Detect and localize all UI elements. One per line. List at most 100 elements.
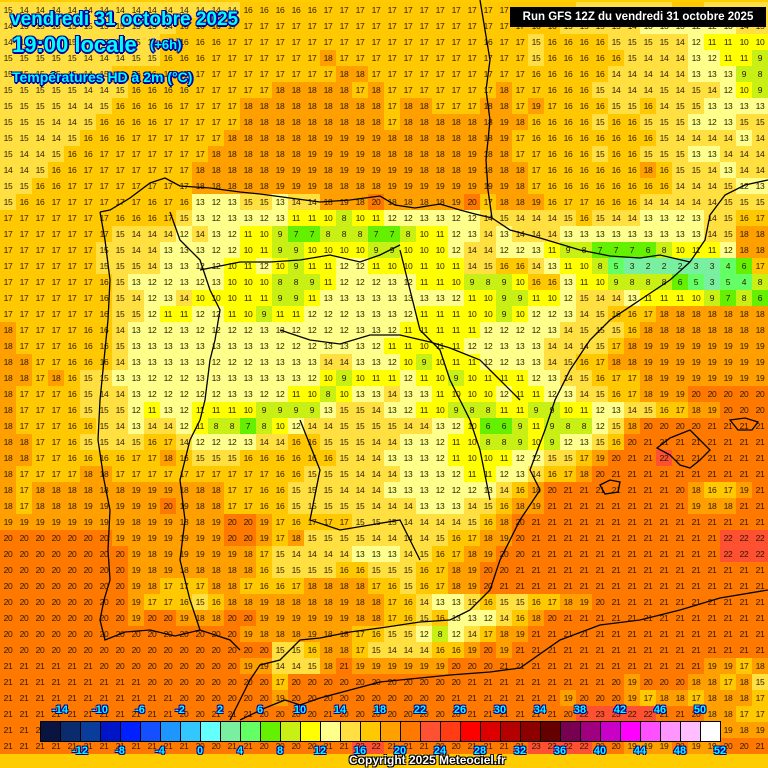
temperature-cell: 10 — [736, 82, 752, 98]
temperature-cell: 19 — [304, 146, 320, 162]
temperature-cell: 18 — [480, 114, 496, 130]
temperature-cell: 17 — [80, 242, 96, 258]
temperature-cell: 17 — [496, 2, 512, 18]
temperature-cell: 15 — [688, 98, 704, 114]
temperature-cell: 18 — [256, 130, 272, 146]
temperature-cell: 12 — [192, 306, 208, 322]
temperature-cell: 17 — [256, 18, 272, 34]
temperature-cell: 18 — [704, 306, 720, 322]
temperature-cell: 17 — [160, 162, 176, 178]
temperature-cell: 17 — [224, 82, 240, 98]
temperature-cell: 10 — [304, 242, 320, 258]
temperature-cell: 15 — [32, 162, 48, 178]
temperature-cell: 17 — [416, 2, 432, 18]
temperature-cell: 7 — [608, 242, 624, 258]
temperature-cell: 8 — [288, 274, 304, 290]
temperature-cell: 17 — [496, 34, 512, 50]
temperature-cell: 15 — [112, 274, 128, 290]
temperature-cell: 15 — [720, 210, 736, 226]
temperature-cell: 17 — [384, 34, 400, 50]
temperature-cell: 13 — [560, 306, 576, 322]
legend-label-bottom: 48 — [673, 745, 687, 757]
temperature-cell: 12 — [448, 226, 464, 242]
temperature-cell: 13 — [176, 242, 192, 258]
temperature-cell: 18 — [448, 162, 464, 178]
temperature-cell: 17 — [64, 306, 80, 322]
temperature-cell: 19 — [496, 114, 512, 130]
temperature-cell: 9 — [608, 274, 624, 290]
temperature-cell: 8 — [336, 210, 352, 226]
temperature-cell: 10 — [400, 242, 416, 258]
temperature-cell: 18 — [432, 162, 448, 178]
temperature-cell: 18 — [352, 98, 368, 114]
temperature-cell: 14 — [192, 2, 208, 18]
temperature-cell: 17 — [304, 34, 320, 50]
legend-swatch — [521, 722, 541, 741]
temperature-cell: 13 — [560, 226, 576, 242]
temperature-cell: 18 — [480, 162, 496, 178]
temperature-cell: 14 — [160, 2, 176, 18]
temperature-cell: 15 — [0, 194, 16, 210]
temperature-cell: 13 — [704, 98, 720, 114]
temperature-cell: 10 — [672, 242, 688, 258]
temperature-cell: 17 — [80, 210, 96, 226]
temperature-cell: 11 — [256, 290, 272, 306]
temperature-cell: 15 — [48, 82, 64, 98]
temperature-cell: 16 — [624, 146, 640, 162]
temperature-cell: 17 — [368, 2, 384, 18]
temperature-cell: 17 — [224, 98, 240, 114]
temperature-cell: 17 — [384, 50, 400, 66]
temperature-cell: 11 — [256, 242, 272, 258]
temperature-cell: 16 — [176, 18, 192, 34]
temperature-cell: 13 — [640, 210, 656, 226]
temperature-cell: 13 — [384, 274, 400, 290]
temperature-cell: 10 — [416, 226, 432, 242]
temperature-cell: 16 — [576, 98, 592, 114]
temperature-cell: 17 — [192, 114, 208, 130]
temperature-cell: 14 — [80, 50, 96, 66]
temperature-cell: 18 — [512, 178, 528, 194]
temperature-cell: 12 — [240, 322, 256, 338]
temperature-cell: 13 — [576, 226, 592, 242]
temperature-cell: 10 — [336, 242, 352, 258]
temperature-cell: 14 — [752, 130, 768, 146]
forecast-time: 19:00 locale — [12, 32, 137, 57]
temperature-cell: 12 — [704, 114, 720, 130]
temperature-cell: 14 — [144, 226, 160, 242]
temperature-cell: 14 — [736, 146, 752, 162]
temperature-cell: 13 — [176, 258, 192, 274]
temperature-cell: 11 — [704, 34, 720, 50]
temperature-cell: 17 — [32, 210, 48, 226]
temperature-cell: 17 — [336, 18, 352, 34]
legend-label-bottom: 12 — [313, 745, 327, 757]
legend-label-bottom: 4 — [236, 745, 244, 757]
temperature-cell: 15 — [0, 50, 16, 66]
temperature-cell: 17 — [464, 98, 480, 114]
temperature-cell: 16 — [480, 34, 496, 50]
temperature-cell: 19 — [368, 130, 384, 146]
temperature-cell: 17 — [480, 82, 496, 98]
temperature-cell: 14 — [0, 162, 16, 178]
temperature-cell: 10 — [240, 274, 256, 290]
temperature-cell: 6 — [640, 242, 656, 258]
temperature-cell: 11 — [640, 290, 656, 306]
temperature-cell: 11 — [448, 258, 464, 274]
temperature-cell: 18 — [272, 82, 288, 98]
temperature-cell: 15 — [656, 146, 672, 162]
temperature-cell: 11 — [416, 258, 432, 274]
temperature-cell: 6 — [752, 290, 768, 306]
temperature-cell: 18 — [0, 322, 16, 338]
temperature-cell: 17 — [192, 146, 208, 162]
temperature-cell: 17 — [512, 34, 528, 50]
temperature-cell: 17 — [208, 66, 224, 82]
temperature-cell: 17 — [432, 82, 448, 98]
temperature-cell: 16 — [16, 194, 32, 210]
temperature-cell: 17 — [48, 194, 64, 210]
temperature-cell: 15 — [608, 98, 624, 114]
temperature-cell: 15 — [592, 146, 608, 162]
temperature-cell: 9 — [704, 290, 720, 306]
temperature-cell: 11 — [368, 258, 384, 274]
temperature-cell: 18 — [400, 98, 416, 114]
temperature-cell: 14 — [704, 226, 720, 242]
temperature-cell: 14 — [640, 82, 656, 98]
